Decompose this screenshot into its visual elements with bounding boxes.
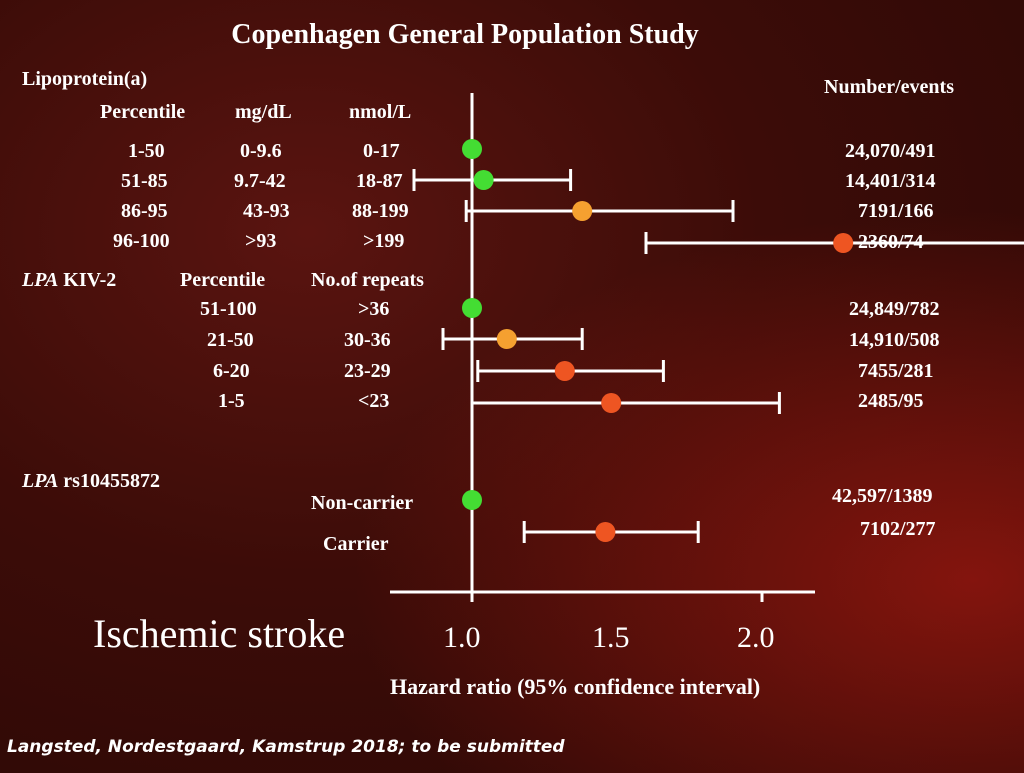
rs-row-label: Carrier xyxy=(323,533,389,555)
kiv-row-events: 24,849/782 xyxy=(849,298,940,320)
lp-row-events: 24,070/491 xyxy=(845,140,936,162)
rs-heading-italic: LPA xyxy=(22,470,59,492)
lp-col-mgdl: mg/dL xyxy=(235,101,292,123)
number-events-header: Number/events xyxy=(824,76,954,98)
x-ticks xyxy=(470,592,764,602)
page-title: Copenhagen General Population Study xyxy=(231,19,699,50)
hazard-ratio-point xyxy=(462,139,482,159)
kiv-row-percentile: 1-5 xyxy=(218,390,245,412)
rs-row-label: Non-carrier xyxy=(311,492,414,514)
kiv-heading-italic: LPA xyxy=(22,269,59,291)
x-tick-label: 2.0 xyxy=(737,621,775,654)
lp-row-nmol: 88-199 xyxy=(352,200,409,222)
lp-row-percentile: 51-85 xyxy=(121,170,168,192)
kiv-heading-rest: KIV-2 xyxy=(58,269,117,291)
x-axis-label: Hazard ratio (95% confidence interval) xyxy=(390,674,761,699)
hazard-ratio-point xyxy=(462,298,482,318)
hazard-ratio-point xyxy=(833,233,854,253)
lp-row-mgdl: 43-93 xyxy=(243,200,290,222)
kiv-row-repeats: <23 xyxy=(358,390,390,412)
rs-row-events: 7102/277 xyxy=(860,518,936,540)
lp-row-nmol: 18-87 xyxy=(356,170,403,192)
lp-row-percentile: 1-50 xyxy=(128,140,165,162)
rs-row-events: 42,597/1389 xyxy=(832,485,933,507)
kiv-row-events: 14,910/508 xyxy=(849,329,940,351)
rs-heading-rest: rs10455872 xyxy=(58,470,160,492)
x-tick-label: 1.0 xyxy=(443,621,481,654)
lp-heading: Lipoprotein(a) xyxy=(22,68,148,90)
lp-row-mgdl: >93 xyxy=(245,230,277,252)
hazard-ratio-point xyxy=(601,393,622,413)
kiv-row-repeats: >36 xyxy=(358,298,390,320)
hazard-ratio-point xyxy=(473,170,494,190)
footnote: Langsted, Nordestgaard, Kamstrup 2018; t… xyxy=(7,737,565,757)
outcome-label: Ischemic stroke xyxy=(93,611,346,656)
kiv-row-percentile: 6-20 xyxy=(213,360,250,382)
kiv-row-percentile: 21-50 xyxy=(207,329,254,351)
hazard-ratio-point xyxy=(554,361,575,381)
lp-row-nmol: >199 xyxy=(363,230,405,252)
lp-row-mgdl: 0-9.6 xyxy=(240,140,282,162)
lp-row-events: 7191/166 xyxy=(858,200,934,222)
lp-row-percentile: 96-100 xyxy=(113,230,170,252)
hazard-ratio-point xyxy=(595,522,616,542)
rs-heading: LPA rs10455872 xyxy=(22,470,160,492)
kiv-heading: LPA KIV-2 xyxy=(22,269,116,291)
lp-col-nmol: nmol/L xyxy=(349,101,412,123)
kiv-row-events: 2485/95 xyxy=(858,390,924,412)
kiv-row-percentile: 51-100 xyxy=(200,298,257,320)
kiv-row-repeats: 23-29 xyxy=(344,360,391,382)
lp-row-nmol: 0-17 xyxy=(363,140,400,162)
lp-row-percentile: 86-95 xyxy=(121,200,168,222)
lp-row-mgdl: 9.7-42 xyxy=(234,170,286,192)
lp-col-percentile: Percentile xyxy=(100,101,186,123)
hazard-ratio-point xyxy=(572,201,593,221)
x-tick-label: 1.5 xyxy=(592,621,630,654)
hazard-ratio-point xyxy=(496,329,517,349)
kiv-row-repeats: 30-36 xyxy=(344,329,391,351)
kiv-col-repeats: No.of repeats xyxy=(311,269,424,291)
kiv-row-events: 7455/281 xyxy=(858,360,934,382)
kiv-col-percentile: Percentile xyxy=(180,269,266,291)
hazard-ratio-point xyxy=(462,490,482,510)
forest-marks xyxy=(412,139,1024,543)
lp-row-events: 14,401/314 xyxy=(845,170,936,192)
